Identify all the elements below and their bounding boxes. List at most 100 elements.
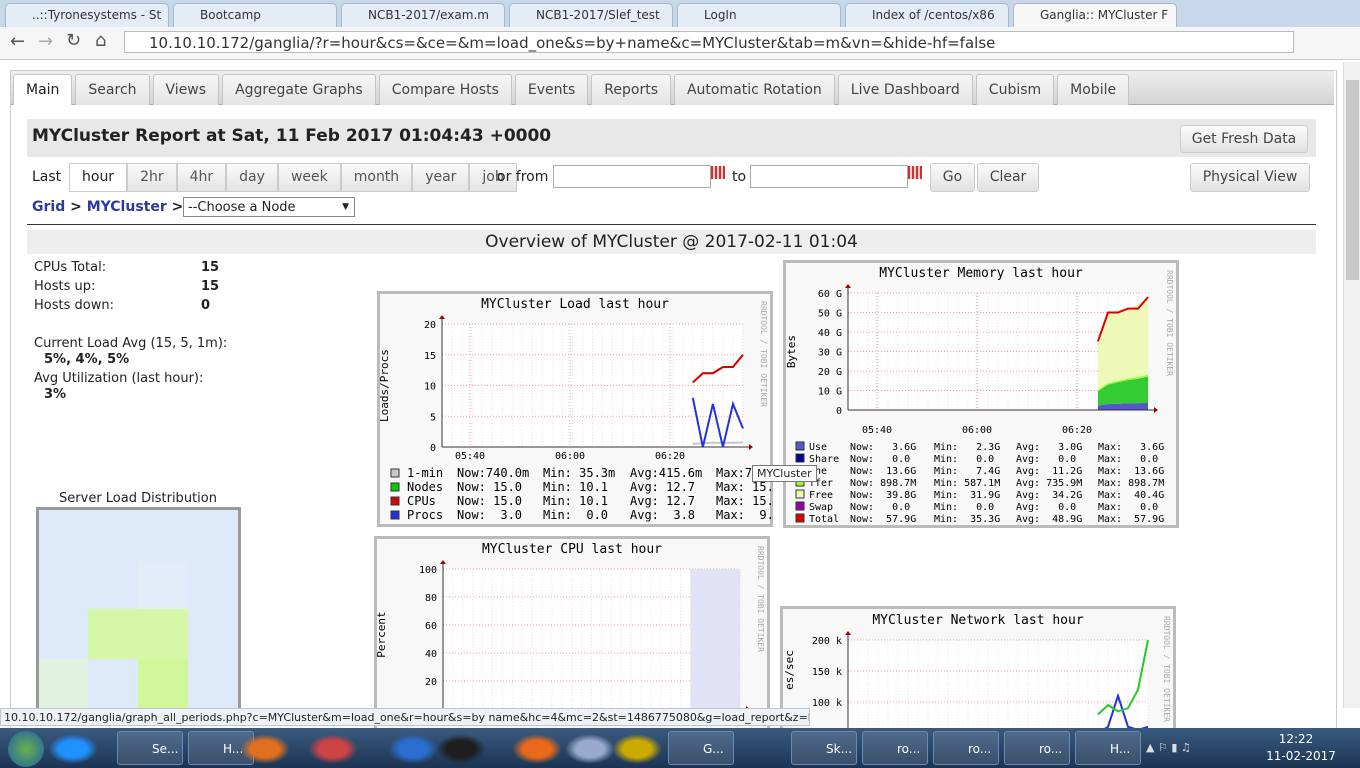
nav-tab[interactable]: Main [13,74,73,105]
legend-name: che [809,466,827,477]
stat-label: CPUs Total: [34,260,107,275]
nav-tab[interactable]: Events [514,74,589,105]
grid-link[interactable]: Grid [32,199,66,215]
from-input[interactable] [553,165,711,188]
legend-stat: Now: 0.0 [850,454,910,465]
legend-swatch [795,501,805,511]
nav-tab[interactable]: Automatic Rotation [673,74,835,105]
taskbar-icon[interactable] [512,734,562,764]
node-select[interactable]: --Choose a Node ▼ [183,197,355,217]
physical-view-button[interactable]: Physical View [1190,163,1310,192]
legend-name: Use [809,442,827,453]
status-bar: 10.10.10.172/ganglia/graph_all_periods.p… [0,708,810,726]
stat-row: CPUs Total: 15 [34,260,234,279]
watermark: RRDTOOL / TOBI OETIKER [1162,616,1171,722]
clear-button[interactable]: Clear [977,163,1039,192]
legend-stat: Now: 3.6G [850,442,916,453]
range-option[interactable]: year [412,163,470,192]
browser-tab[interactable]: ..::Tyronesystems - St [5,3,169,27]
breadcrumb: Grid > MYCluster > [32,199,183,215]
last-label: Last [32,169,62,185]
range-option[interactable]: 2hr [127,163,177,192]
start-button[interactable] [8,731,44,767]
range-option[interactable]: week [277,163,341,192]
nav-tab[interactable]: Live Dashboard [837,74,973,105]
browser-tab[interactable]: LogIn [677,3,841,27]
range-option[interactable]: job [469,163,517,192]
range-option[interactable]: 4hr [176,163,227,192]
watermark: RRDTOOL / TOBI OETIKER [759,301,768,407]
util: 3% [44,387,67,402]
range-option[interactable]: month [340,163,413,192]
x-tick-label: 05:40 [455,451,485,462]
range-option[interactable]: day [226,163,278,192]
browser-tab[interactable]: NCB1-2017/exam.m [341,3,505,27]
x-tick-label: 05:40 [862,425,892,436]
nav-tab[interactable]: Mobile [1057,74,1130,105]
nav-tab[interactable]: Reports [591,74,671,105]
taskbar-item[interactable]: Sk... [791,731,857,765]
y-tick-label: 10 [424,382,436,393]
browser-tab[interactable]: NCB1-2017/Slef_test [509,3,673,27]
cluster-link[interactable]: MYCluster [86,199,167,215]
y-tick-label: 20 [424,320,436,331]
taskbar-item[interactable]: ro... [1004,731,1070,765]
legend-stat: Max: 3.6G [1098,442,1164,453]
calendar-icon[interactable] [908,166,922,179]
to-input[interactable] [750,165,908,188]
taskbar-item[interactable]: G... [668,731,734,765]
taskbar-icon[interactable] [565,734,615,764]
area [1098,297,1148,390]
legend-stat: Min: 0.0 [934,454,994,465]
refresh-button[interactable]: Get Fresh Data [1180,125,1308,153]
legend-name: Nodes [407,480,443,494]
reload[interactable]: ↻ [66,30,82,51]
y-tick-label: 20 G [818,367,842,378]
legend-stat: Min: 35.3m [543,466,615,480]
nav-tab[interactable]: Cubism [975,74,1055,105]
legend-name: CPUs [407,494,436,508]
legend-swatch [390,468,400,478]
overview-title: Overview of MYCluster @ 2017-02-11 01:04 [27,230,1316,254]
y-axis-label: es/sec [783,650,796,690]
y-tick-label: 40 [425,649,437,660]
nav-tab[interactable]: Views [152,74,220,105]
y-tick-label: 30 G [818,348,842,359]
taskbar-item[interactable]: ro... [862,731,928,765]
line [1104,692,1149,728]
browser-tab[interactable]: Ganglia:: MYCluster F [1013,3,1177,27]
nav-tab[interactable]: Compare Hosts [378,74,512,105]
legend-stat: Min: 31.9G [934,490,1000,501]
nav-tab[interactable]: Aggregate Graphs [222,74,376,105]
taskbar-icon[interactable] [388,734,438,764]
scrollbar[interactable] [1343,62,1360,708]
range-option[interactable]: hour [69,163,128,192]
legend-stat: Avg: 11.2G [1016,466,1082,477]
taskbar-item[interactable]: Se... [117,731,183,765]
y-tick-label: 150 k [812,667,842,678]
taskbar-icon[interactable] [240,734,290,764]
calendar-icon[interactable] [711,166,725,179]
taskbar-icon[interactable] [612,734,662,764]
stat-value: 0 [201,298,211,313]
taskbar-item[interactable]: ro... [933,731,999,765]
scroll-thumb[interactable] [1346,80,1359,280]
legend-stat: Avg: 34.2G [1016,490,1082,501]
address-bar[interactable]: 10.10.10.172/ganglia/?r=hour&cs=&ce=&m=l… [124,31,1294,53]
go-button[interactable]: Go [930,163,975,192]
taskbar-item[interactable]: H... [1075,731,1141,765]
legend-swatch [390,482,400,492]
legend-stat: Min: 10.1 [543,494,608,508]
forward[interactable]: → [38,31,54,52]
back[interactable]: ← [10,31,26,52]
nav-tabs: Main Search Views Aggregate Graphs Compare H… [11,71,1334,105]
taskbar-icon[interactable] [436,734,486,764]
browser-tab[interactable]: Index of /centos/x86 [845,3,1009,27]
legend-name: Total [809,514,839,525]
taskbar-icon[interactable] [308,734,358,764]
taskbar-icon[interactable] [48,734,98,764]
browser-tab[interactable]: Bootcamp [173,3,337,27]
page-frame [10,70,1337,731]
nav-tab[interactable]: Search [75,74,150,105]
home[interactable]: ⌂ [95,30,107,51]
